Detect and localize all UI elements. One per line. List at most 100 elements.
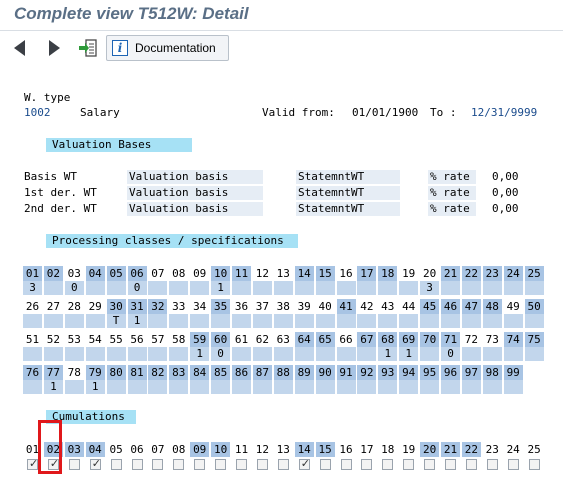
processing-class-value[interactable]: 1 <box>85 380 105 394</box>
processing-class-value[interactable] <box>148 314 168 328</box>
processing-class-value[interactable] <box>461 380 481 394</box>
processing-class-value[interactable] <box>106 380 126 394</box>
processing-class-value[interactable] <box>399 281 419 295</box>
processing-class-value[interactable] <box>315 314 335 328</box>
processing-class-value[interactable]: 0 <box>441 347 460 361</box>
cumulation-checkbox[interactable] <box>236 459 247 470</box>
processing-class-value[interactable] <box>482 314 502 328</box>
processing-class-value[interactable] <box>64 314 84 328</box>
processing-class-value[interactable] <box>43 347 63 361</box>
processing-class-value[interactable] <box>252 314 272 328</box>
processing-class-value[interactable] <box>190 314 210 328</box>
processing-class-value[interactable] <box>273 314 293 328</box>
processing-class-value[interactable] <box>315 380 335 394</box>
cumulation-checkbox[interactable] <box>152 459 164 470</box>
cumulation-checkbox[interactable] <box>465 459 477 470</box>
cumulation-checkbox[interactable] <box>68 459 80 470</box>
processing-class-value[interactable]: 1 <box>43 380 63 394</box>
processing-class-value[interactable] <box>23 314 42 328</box>
processing-class-value[interactable] <box>482 380 502 394</box>
processing-class-value[interactable]: 0 <box>211 347 231 361</box>
processing-class-value[interactable] <box>211 380 231 394</box>
processing-class-value[interactable] <box>190 380 210 394</box>
processing-class-value[interactable] <box>524 347 544 361</box>
processing-class-value[interactable] <box>106 347 126 361</box>
processing-class-value[interactable]: T <box>106 314 126 328</box>
processing-class-value[interactable] <box>252 347 272 361</box>
processing-class-value[interactable] <box>294 347 314 361</box>
statement-wt-field[interactable]: StatemntWT <box>296 170 400 184</box>
cumulation-checkbox[interactable] <box>173 459 185 470</box>
processing-class-value[interactable] <box>127 347 147 361</box>
cumulation-checkbox[interactable] <box>110 459 122 470</box>
cumulation-checkbox[interactable] <box>340 459 352 470</box>
processing-class-value[interactable] <box>106 281 126 295</box>
processing-class-value[interactable] <box>85 314 105 328</box>
cumulation-checkbox[interactable]: ✓ <box>298 457 310 470</box>
processing-class-value[interactable] <box>503 314 523 328</box>
processing-class-value[interactable] <box>23 347 42 361</box>
export-icon[interactable] <box>76 36 100 60</box>
processing-class-value[interactable] <box>211 314 231 328</box>
processing-class-value[interactable] <box>461 314 481 328</box>
processing-class-value[interactable] <box>420 314 440 328</box>
processing-class-value[interactable] <box>315 281 335 295</box>
processing-class-value[interactable] <box>169 380 189 394</box>
processing-class-value[interactable] <box>294 281 314 295</box>
processing-class-value[interactable] <box>420 380 440 394</box>
processing-class-value[interactable]: 1 <box>127 314 147 328</box>
processing-class-value[interactable] <box>64 347 84 361</box>
processing-class-value[interactable] <box>273 380 293 394</box>
cumulation-checkbox[interactable] <box>424 459 436 470</box>
back-icon[interactable] <box>8 36 32 60</box>
statement-wt-field[interactable]: StatemntWT <box>296 202 400 216</box>
percent-rate-field[interactable]: % rate <box>428 186 476 200</box>
processing-class-value[interactable] <box>148 347 168 361</box>
processing-class-value[interactable] <box>336 281 356 295</box>
processing-class-value[interactable] <box>23 380 42 394</box>
cumulation-checkbox[interactable] <box>319 459 331 470</box>
processing-class-value[interactable] <box>127 380 147 394</box>
processing-class-value[interactable] <box>503 347 523 361</box>
processing-class-value[interactable] <box>232 314 251 328</box>
percent-rate-field[interactable]: % rate <box>428 170 476 184</box>
cumulation-checkbox[interactable] <box>215 459 227 470</box>
processing-class-value[interactable] <box>64 380 84 394</box>
processing-class-value[interactable] <box>85 281 105 295</box>
processing-class-value[interactable] <box>252 380 272 394</box>
processing-class-value[interactable] <box>232 380 251 394</box>
processing-class-value[interactable] <box>503 380 523 394</box>
processing-class-value[interactable] <box>43 314 63 328</box>
cumulation-checkbox[interactable] <box>277 459 289 470</box>
cumulation-checkbox[interactable] <box>507 459 519 470</box>
valuation-basis-field[interactable]: Valuation basis <box>127 202 263 216</box>
processing-class-value[interactable] <box>461 347 481 361</box>
cumulation-checkbox[interactable] <box>486 459 498 470</box>
cumulation-checkbox[interactable]: ✓ <box>47 457 59 470</box>
processing-class-value[interactable] <box>441 380 460 394</box>
processing-class-value[interactable] <box>503 281 523 295</box>
cumulation-checkbox[interactable] <box>528 459 540 470</box>
processing-class-value[interactable] <box>273 347 293 361</box>
processing-class-value[interactable] <box>524 314 544 328</box>
processing-class-value[interactable]: 0 <box>64 281 84 295</box>
cumulation-checkbox[interactable] <box>131 459 143 470</box>
processing-class-value[interactable]: 3 <box>23 281 42 295</box>
processing-class-value[interactable] <box>169 281 189 295</box>
cumulation-checkbox[interactable] <box>256 459 268 470</box>
processing-class-value[interactable] <box>336 347 356 361</box>
processing-class-value[interactable] <box>357 314 377 328</box>
processing-class-value[interactable] <box>336 380 356 394</box>
processing-class-value[interactable] <box>399 314 419 328</box>
documentation-button[interactable]: i Documentation <box>106 35 229 61</box>
processing-class-value[interactable] <box>169 347 189 361</box>
processing-class-value[interactable]: 0 <box>127 281 147 295</box>
cumulation-checkbox[interactable] <box>361 459 373 470</box>
forward-icon[interactable] <box>42 36 66 60</box>
processing-class-value[interactable] <box>482 281 502 295</box>
processing-class-value[interactable] <box>190 281 210 295</box>
processing-class-value[interactable]: 1 <box>378 347 398 361</box>
processing-class-value[interactable] <box>232 347 251 361</box>
valuation-basis-field[interactable]: Valuation basis <box>127 170 263 184</box>
valuation-basis-field[interactable]: Valuation basis <box>127 186 263 200</box>
